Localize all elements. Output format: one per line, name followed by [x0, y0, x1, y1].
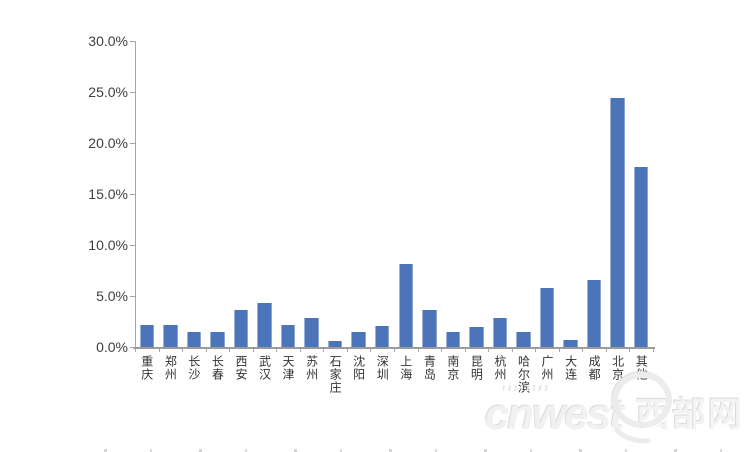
bar-昆明 — [469, 326, 484, 347]
x-axis-tick — [605, 349, 607, 352]
bar-天津 — [280, 324, 296, 347]
y-axis-tick — [130, 296, 135, 297]
x-axis-tick — [323, 349, 325, 352]
x-category-label-杭州: 杭州 — [492, 355, 507, 381]
x-category-label-南京: 南京 — [445, 355, 460, 381]
y-tick-label: 20.0% — [88, 135, 128, 151]
y-tick-label: 30.0% — [88, 33, 128, 49]
x-category-label-哈尔滨: 哈尔滨 — [516, 355, 531, 394]
x-category-label-长沙: 长沙 — [186, 355, 201, 381]
x-axis-tick — [158, 349, 160, 352]
bar-苏州 — [304, 318, 319, 347]
y-axis — [135, 41, 136, 347]
y-axis-tick — [130, 41, 135, 42]
bar-沈阳 — [351, 331, 366, 347]
bar-重庆 — [139, 324, 155, 347]
bar-南京 — [445, 331, 461, 347]
x-axis-tick — [205, 349, 207, 352]
x-axis-tick — [417, 349, 419, 352]
watermark-site-name: 西部网 — [636, 396, 744, 434]
x-axis-tick — [511, 349, 513, 352]
cropped-caption-fragments — [104, 449, 736, 452]
x-category-label-苏州: 苏州 — [304, 355, 319, 381]
y-axis-tick — [130, 245, 135, 246]
bar-其他 — [633, 167, 649, 347]
x-axis-tick — [299, 349, 301, 352]
x-category-label-成都: 成都 — [587, 355, 602, 381]
y-tick-label: 25.0% — [88, 84, 128, 100]
x-axis-tick — [182, 349, 184, 352]
x-axis-tick — [135, 349, 136, 352]
y-axis-tick — [130, 194, 135, 195]
y-axis-tick — [130, 92, 135, 93]
x-axis-tick — [441, 349, 443, 352]
watermark: cnwest 西部网 — [484, 372, 744, 450]
bar-武汉 — [257, 303, 272, 347]
bar-上海 — [398, 264, 414, 347]
bar-西安 — [233, 310, 249, 347]
y-tick-label: 5.0% — [96, 288, 128, 304]
x-category-label-沈阳: 沈阳 — [351, 355, 366, 381]
x-axis-tick — [558, 349, 560, 352]
y-axis-tick — [130, 143, 135, 144]
x-category-label-上海: 上海 — [398, 355, 413, 381]
bar-长沙 — [186, 331, 202, 347]
bar-成都 — [586, 279, 602, 347]
x-category-label-西安: 西安 — [233, 355, 248, 381]
bar-郑州 — [163, 324, 178, 347]
x-axis-tick — [582, 349, 584, 352]
y-tick-label: 10.0% — [88, 237, 128, 253]
watermark-swoosh-icon — [606, 406, 664, 450]
x-category-label-重庆: 重庆 — [139, 355, 154, 381]
x-category-label-石家庄: 石家庄 — [328, 355, 343, 394]
x-axis-tick — [394, 349, 395, 352]
x-category-label-天津: 天津 — [281, 355, 296, 381]
bar-长春 — [210, 331, 225, 347]
bar-北京 — [610, 98, 625, 347]
x-category-label-大连: 大连 — [563, 355, 578, 381]
x-axis-tick — [535, 349, 537, 352]
x-category-label-其他: 其他 — [634, 355, 649, 381]
x-category-label-深圳: 深圳 — [375, 355, 390, 381]
watermark-logo-label: cnwest — [484, 390, 624, 439]
bar-深圳 — [374, 325, 390, 347]
x-category-label-昆明: 昆明 — [469, 355, 484, 381]
x-axis-tick — [488, 349, 490, 352]
x-category-label-广州: 广州 — [540, 355, 555, 381]
x-category-label-青岛: 青岛 — [422, 355, 437, 381]
x-axis-tick — [629, 349, 631, 352]
bar-青岛 — [422, 310, 437, 347]
x-category-label-武汉: 武汉 — [257, 355, 272, 381]
cnwest-logo-text: cnwest — [484, 385, 624, 439]
x-axis-tick — [276, 349, 278, 352]
x-axis-tick — [653, 349, 654, 352]
x-category-label-郑州: 郑州 — [163, 355, 178, 381]
x-category-label-长春: 长春 — [210, 355, 225, 381]
bar-杭州 — [492, 318, 508, 347]
x-axis-tick — [229, 349, 231, 352]
bar-大连 — [563, 339, 578, 347]
x-axis-tick — [346, 349, 348, 352]
y-tick-label: 15.0% — [88, 186, 128, 202]
x-axis-tick — [370, 349, 372, 352]
x-axis-tick — [464, 349, 466, 352]
x-category-label-北京: 北京 — [610, 355, 625, 381]
bar-广州 — [539, 287, 555, 347]
x-axis — [133, 347, 655, 349]
x-axis-tick — [252, 349, 254, 352]
bar-哈尔滨 — [516, 331, 531, 347]
y-tick-label: 0.0% — [96, 339, 128, 355]
y-axis-tick — [130, 347, 135, 348]
bar-石家庄 — [327, 340, 343, 347]
